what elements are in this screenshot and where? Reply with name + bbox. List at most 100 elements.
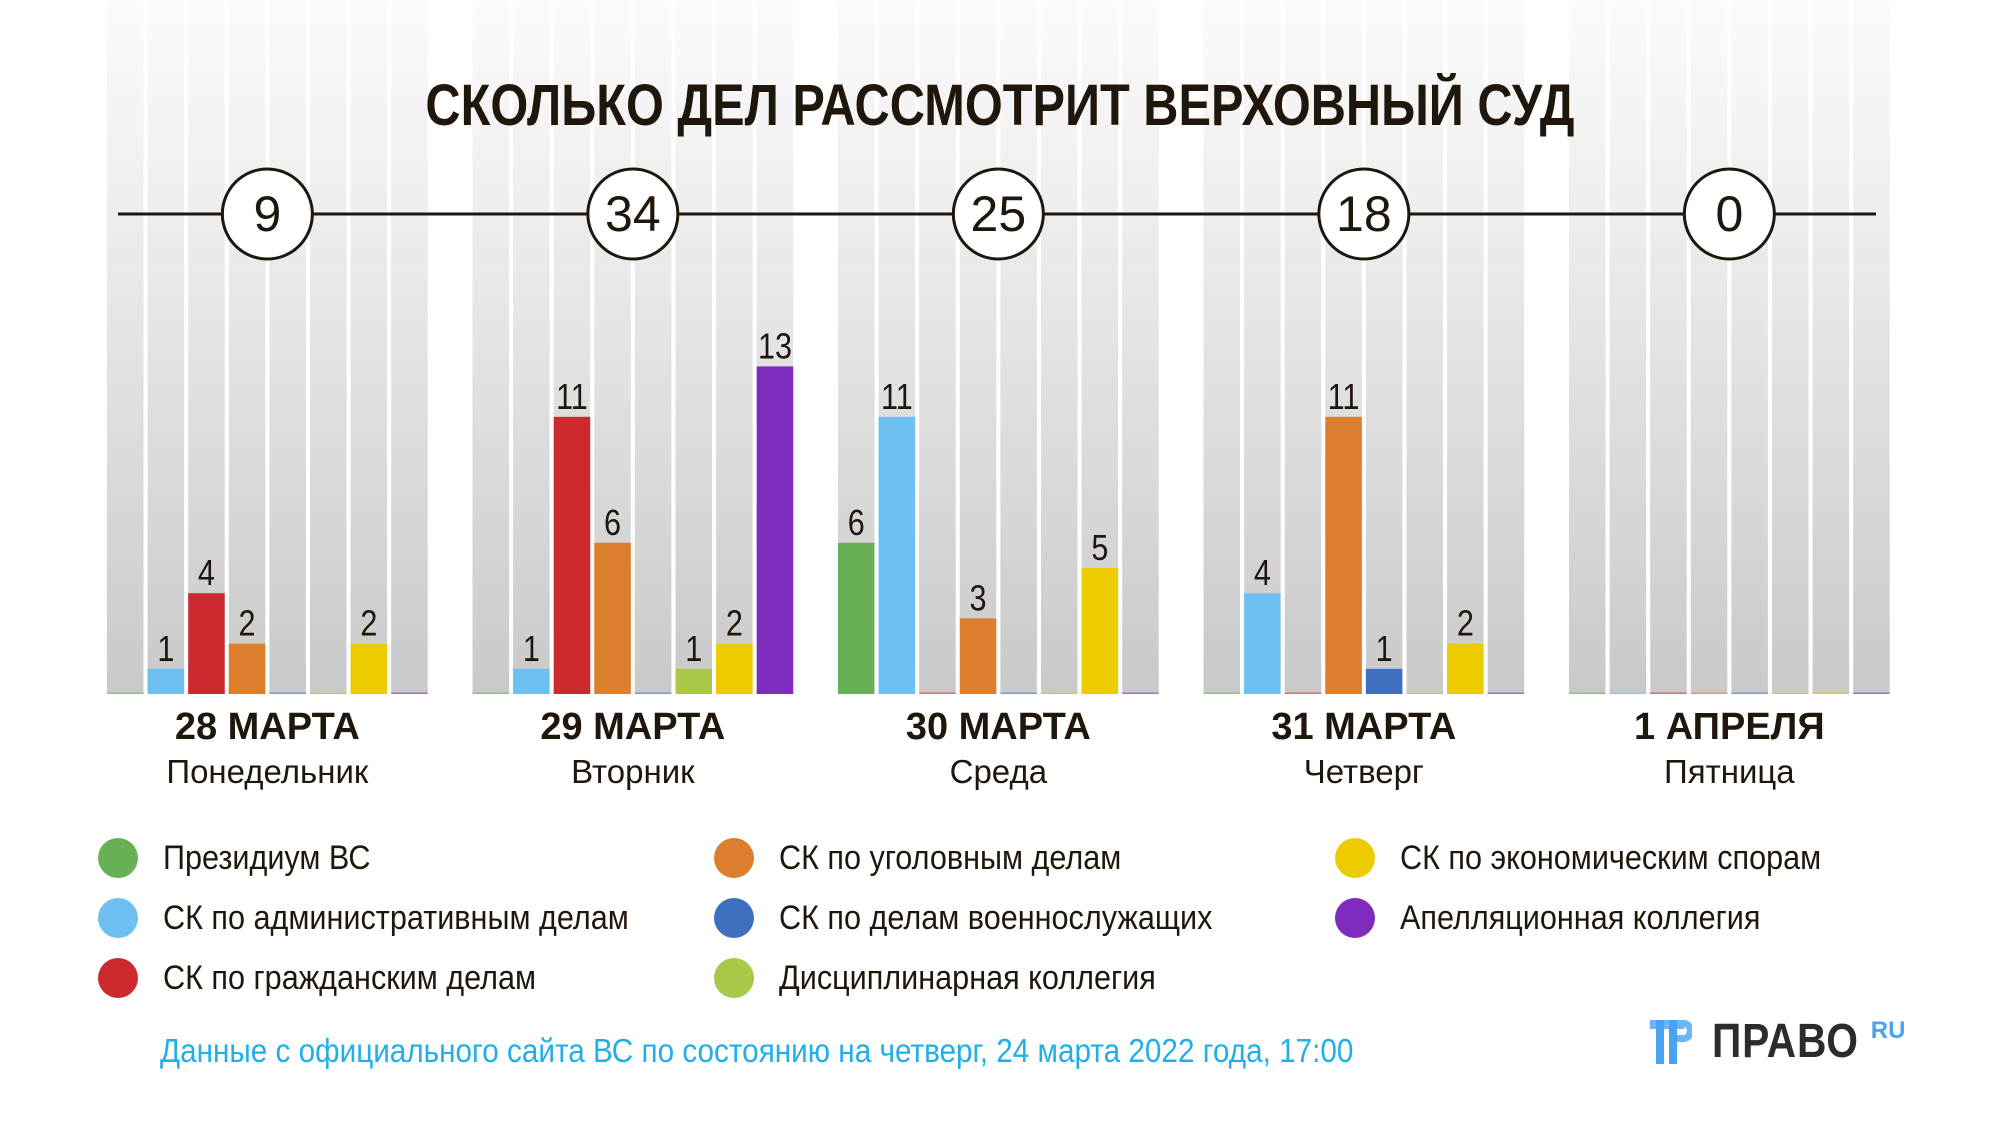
legend-color-dot-icon bbox=[98, 838, 138, 878]
day-date-label: 29 МАРТА bbox=[540, 706, 726, 748]
legend-color-dot-icon bbox=[1335, 898, 1375, 938]
bar-value-label: 6 bbox=[604, 504, 621, 544]
background-column bbox=[1000, 0, 1037, 694]
legend-label: СК по уголовным делам bbox=[779, 838, 1122, 877]
background-stripes bbox=[107, 0, 1890, 694]
pravo-logo[interactable]: ПРАВО RU bbox=[1650, 1015, 1906, 1068]
bar-value-label: 1 bbox=[685, 630, 702, 670]
bar[interactable] bbox=[188, 593, 225, 694]
day-date-label: 31 МАРТА bbox=[1271, 706, 1457, 748]
background-column bbox=[1406, 0, 1443, 694]
background-column bbox=[1203, 0, 1240, 694]
baseline-tick bbox=[391, 692, 428, 694]
legend-item: Апелляционная коллегия bbox=[1335, 896, 1800, 940]
background-column bbox=[1690, 0, 1728, 694]
legend-item: СК по уголовным делам bbox=[714, 836, 1159, 880]
source-note: Данные с официального сайта ВС по состоя… bbox=[160, 1032, 1354, 1069]
background-column bbox=[513, 0, 550, 694]
day-total-value: 0 bbox=[1715, 186, 1743, 242]
bar[interactable] bbox=[959, 618, 997, 694]
bar[interactable] bbox=[1325, 416, 1362, 694]
day-total-value: 18 bbox=[1336, 186, 1392, 242]
baseline-tick bbox=[1853, 692, 1890, 694]
bar[interactable] bbox=[716, 643, 753, 694]
baseline-tick bbox=[269, 692, 306, 694]
bar[interactable] bbox=[1365, 668, 1403, 694]
baseline-tick bbox=[310, 692, 347, 694]
bar[interactable] bbox=[350, 643, 388, 694]
bar-value-label: 1 bbox=[523, 630, 540, 670]
background-column bbox=[1487, 0, 1525, 694]
pravo-logo-suffix: RU bbox=[1870, 1017, 1906, 1044]
bar[interactable] bbox=[147, 668, 185, 694]
background-column bbox=[1609, 0, 1647, 694]
background-column bbox=[1569, 0, 1606, 694]
background-column bbox=[391, 0, 428, 694]
legend-label: СК по административным делам bbox=[163, 898, 629, 937]
bar-value-label: 6 bbox=[848, 504, 865, 544]
pravo-logo-mark-icon bbox=[1650, 1020, 1694, 1064]
pravo-logo-word: ПРАВО bbox=[1712, 1015, 1859, 1068]
bar[interactable] bbox=[594, 542, 631, 694]
baseline-tick bbox=[919, 692, 956, 694]
day-weekday-label: Понедельник bbox=[166, 753, 369, 790]
bar[interactable] bbox=[1447, 643, 1484, 694]
background-column bbox=[188, 0, 225, 694]
bar-value-label: 2 bbox=[239, 604, 256, 644]
legend-item: СК по административным делам bbox=[98, 896, 681, 940]
bar[interactable] bbox=[878, 416, 916, 694]
bar[interactable] bbox=[675, 668, 713, 694]
bar-value-label: 2 bbox=[726, 604, 743, 644]
bar[interactable] bbox=[1244, 593, 1281, 694]
baseline-tick bbox=[1569, 692, 1606, 694]
background-column bbox=[919, 0, 956, 694]
baseline-tick bbox=[1122, 692, 1159, 694]
bar[interactable] bbox=[513, 668, 550, 694]
background-column bbox=[716, 0, 753, 694]
legend-color-dot-icon bbox=[98, 898, 138, 938]
legend-item: Дисциплинарная коллегия bbox=[714, 956, 1198, 1000]
legend-label: Дисциплинарная коллегия bbox=[779, 958, 1156, 997]
legend-color-dot-icon bbox=[98, 958, 138, 998]
day-totals: 9 34 25 18 0 bbox=[220, 167, 1776, 261]
bar[interactable] bbox=[756, 366, 794, 694]
day-total-value: 9 bbox=[253, 186, 281, 242]
background-column bbox=[1122, 0, 1159, 694]
legend-item: СК по экономическим спорам bbox=[1335, 836, 1868, 880]
background-column bbox=[1244, 0, 1281, 694]
baseline-tick bbox=[107, 692, 144, 694]
bars bbox=[147, 366, 1484, 694]
baseline-tick bbox=[1041, 692, 1078, 694]
day-date-label: 28 МАРТА bbox=[174, 706, 360, 748]
legend-color-dot-icon bbox=[714, 898, 754, 938]
bar[interactable] bbox=[838, 542, 875, 694]
background-column bbox=[1650, 0, 1687, 694]
legend-label: СК по гражданским делам bbox=[163, 958, 537, 997]
background-column bbox=[634, 0, 672, 694]
background-column bbox=[350, 0, 388, 694]
baseline-tick bbox=[1406, 692, 1443, 694]
day-total-value: 34 bbox=[605, 186, 661, 242]
background-column bbox=[1447, 0, 1484, 694]
baseline-tick bbox=[1772, 692, 1809, 694]
background-column bbox=[147, 0, 185, 694]
legend-item: СК по гражданским делам bbox=[98, 956, 578, 1000]
bar[interactable] bbox=[553, 416, 591, 694]
bar-value-label: 11 bbox=[1328, 378, 1360, 418]
bar-value-label: 1 bbox=[1376, 630, 1393, 670]
bar[interactable] bbox=[1081, 568, 1119, 694]
bar[interactable] bbox=[228, 643, 266, 694]
day-total-circle bbox=[951, 167, 1045, 261]
background-column bbox=[107, 0, 144, 694]
background-column bbox=[1731, 0, 1768, 694]
bar-value-label: 5 bbox=[1091, 529, 1108, 569]
legend-item: СК по делам военнослужащих bbox=[714, 896, 1261, 940]
background-column bbox=[310, 0, 347, 694]
chart-title: СКОЛЬКО ДЕЛ РАССМОТРИТ ВЕРХОВНЫЙ СУД bbox=[0, 72, 2000, 139]
day-date-label: 30 МАРТА bbox=[905, 706, 1091, 748]
day-total-value: 25 bbox=[971, 186, 1027, 242]
legend-color-dot-icon bbox=[714, 838, 754, 878]
background-column bbox=[959, 0, 997, 694]
legend-label: СК по экономическим спорам bbox=[1400, 838, 1822, 877]
